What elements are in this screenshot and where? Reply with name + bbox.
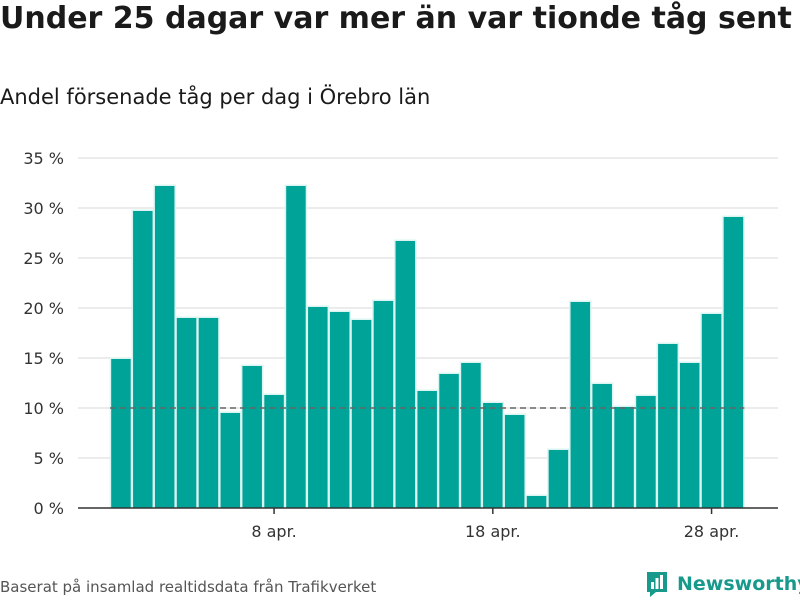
bar[interactable] — [439, 374, 459, 508]
y-tick-label: 10 % — [23, 399, 64, 418]
x-axis-tick-labels: 8 apr. 18 apr. 28 apr. — [251, 508, 739, 541]
chart-subtitle: Andel försenade tåg per dag i Örebro län — [0, 85, 431, 109]
bar[interactable] — [242, 366, 262, 508]
x-tick-label: 18 apr. — [465, 522, 521, 541]
bar[interactable] — [548, 450, 569, 508]
x-tick-label: 28 apr. — [684, 522, 740, 541]
bar[interactable] — [220, 413, 241, 508]
bar[interactable] — [570, 302, 591, 508]
bar[interactable] — [176, 318, 197, 508]
y-tick-label: 15 % — [23, 349, 64, 368]
bar[interactable] — [154, 186, 175, 508]
bar[interactable] — [701, 314, 722, 508]
bars — [109, 184, 745, 508]
bar[interactable] — [286, 186, 306, 508]
brand-name: Newsworthy — [677, 573, 800, 595]
chart-title: Under 25 dagar var mer än var tionde tåg… — [0, 1, 792, 36]
y-axis-tick-labels: 0 % 5 % 10 % 15 % 20 % 25 % 30 % 35 % — [23, 149, 64, 518]
bar[interactable] — [526, 496, 547, 508]
bar[interactable] — [133, 211, 153, 508]
bar[interactable] — [504, 415, 525, 508]
bar[interactable] — [329, 312, 350, 508]
bar-chart: 0 % 5 % 10 % 15 % 20 % 25 % 30 % 35 % 8 apr. 18 … — [23, 149, 778, 541]
y-tick-label: 35 % — [23, 149, 64, 168]
brand-logo[interactable]: Newsworthy — [645, 570, 800, 598]
x-tick-label: 8 apr. — [251, 522, 296, 541]
bar[interactable] — [373, 301, 394, 508]
bar[interactable] — [483, 403, 503, 508]
bar[interactable] — [417, 391, 437, 508]
bar[interactable] — [461, 363, 481, 508]
newsworthy-logo-icon — [647, 572, 667, 597]
bar[interactable] — [679, 363, 700, 508]
y-tick-label: 5 % — [34, 449, 64, 468]
y-tick-label: 30 % — [23, 199, 64, 218]
y-tick-label: 0 % — [34, 499, 64, 518]
bar[interactable] — [111, 359, 131, 508]
y-tick-label: 20 % — [23, 299, 64, 318]
bar[interactable] — [723, 217, 744, 508]
bar[interactable] — [658, 344, 678, 508]
bar[interactable] — [636, 396, 656, 508]
bar[interactable] — [264, 395, 284, 508]
bar[interactable] — [198, 318, 219, 508]
bar[interactable] — [614, 407, 634, 508]
bar[interactable] — [592, 384, 612, 508]
bar[interactable] — [395, 241, 416, 508]
bar[interactable] — [308, 307, 328, 508]
source-note: Baserat på insamlad realtidsdata från Tr… — [0, 578, 377, 596]
bar[interactable] — [351, 320, 372, 508]
y-tick-label: 25 % — [23, 249, 64, 268]
